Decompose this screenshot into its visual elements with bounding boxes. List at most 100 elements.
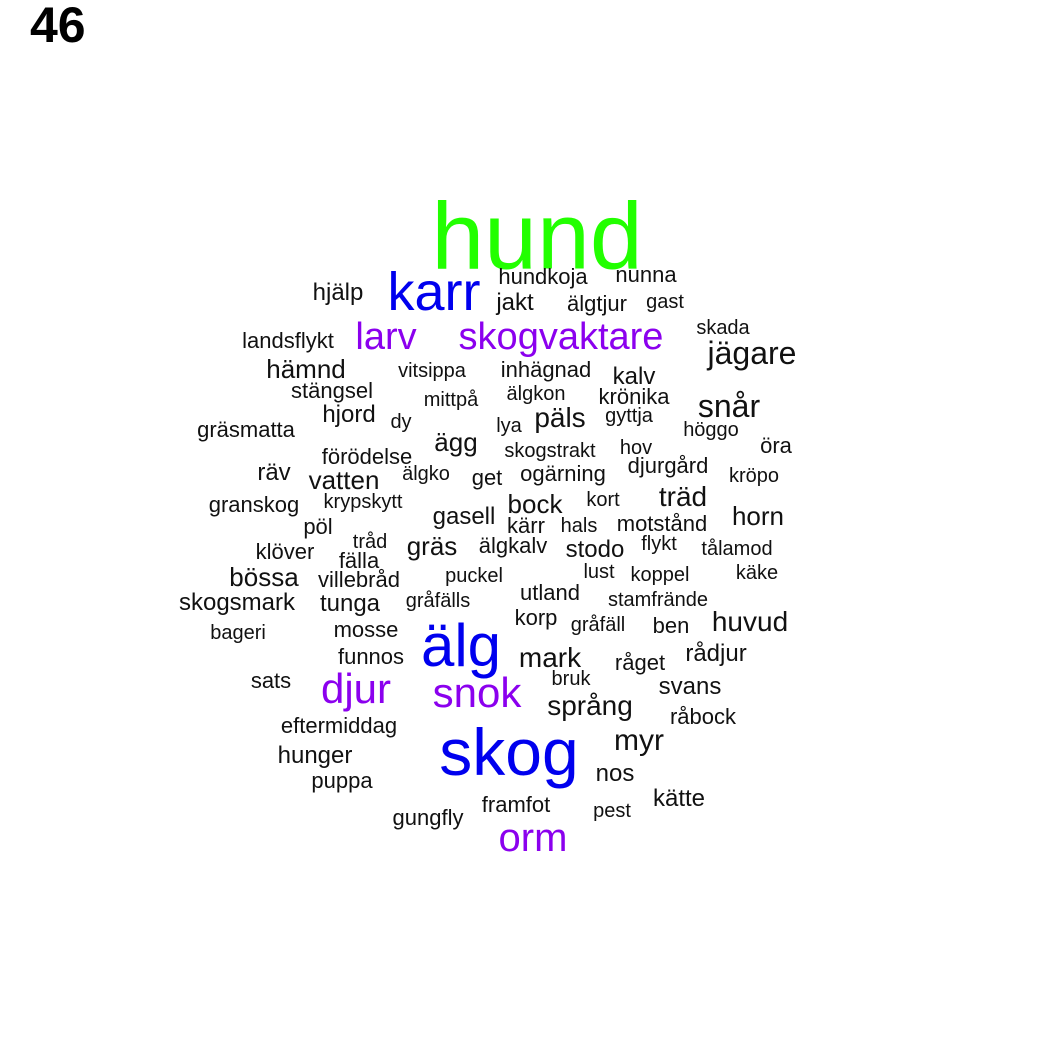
cloud-word: stodo xyxy=(565,536,625,563)
cloud-word: gräs xyxy=(406,531,458,561)
cloud-word: djurgård xyxy=(627,453,709,478)
cloud-word: kort xyxy=(586,489,620,511)
cloud-word: funnos xyxy=(337,644,405,669)
cloud-word: myr xyxy=(614,724,664,757)
cloud-word: nunna xyxy=(615,262,677,287)
cloud-word: eftermiddag xyxy=(280,713,398,738)
cloud-word: älgkalv xyxy=(478,533,548,558)
cloud-word: bock xyxy=(507,489,563,519)
cloud-word: räv xyxy=(257,459,291,486)
cloud-word: lya xyxy=(496,415,522,437)
cloud-word: inhägnad xyxy=(500,357,592,382)
cloud-word: älgtjur xyxy=(567,291,627,316)
cloud-word: mark xyxy=(518,642,582,673)
cloud-word: kalv xyxy=(612,363,656,390)
cloud-word: djur xyxy=(320,665,392,712)
cloud-word: träd xyxy=(658,481,708,512)
cloud-word: pöl xyxy=(303,514,333,539)
cloud-word: puppa xyxy=(311,768,373,793)
cloud-word: svans xyxy=(658,673,722,700)
cloud-word: käke xyxy=(735,562,779,584)
cloud-word: bössa xyxy=(229,562,299,592)
cloud-word: gungfly xyxy=(392,805,464,830)
cloud-word: huvud xyxy=(711,606,789,637)
cloud-word: larv xyxy=(355,316,417,358)
cloud-word: stängsel xyxy=(291,378,373,403)
cloud-word: orm xyxy=(498,816,568,860)
cloud-word: villebråd xyxy=(318,567,400,592)
cloud-word: bruk xyxy=(551,668,591,690)
cloud-word: hov xyxy=(619,437,653,459)
cloud-word: fälla xyxy=(338,548,380,573)
cloud-word: gasell xyxy=(432,503,496,530)
cloud-word: gyttja xyxy=(605,405,653,427)
cloud-word: rådjur xyxy=(685,640,747,667)
cloud-word: pest xyxy=(593,800,631,822)
cloud-word: karr xyxy=(387,262,481,322)
cloud-word: ben xyxy=(652,613,690,638)
cloud-word: hunger xyxy=(277,742,353,769)
cloud-word: hund xyxy=(431,183,643,290)
cloud-word: skogvaktare xyxy=(458,316,664,358)
cloud-word: tråd xyxy=(352,531,388,553)
cloud-word: krönika xyxy=(598,384,670,409)
cloud-word: gråfäll xyxy=(570,614,626,636)
cloud-word: get xyxy=(471,465,503,490)
cloud-word: korp xyxy=(514,605,558,630)
cloud-word: koppel xyxy=(630,564,690,586)
cloud-word: mosse xyxy=(333,617,399,642)
cloud-word: kärr xyxy=(507,513,545,538)
cloud-word: vatten xyxy=(308,465,380,495)
cloud-word: snår xyxy=(697,388,761,424)
cloud-word: hämnd xyxy=(266,354,346,384)
cloud-word: flykt xyxy=(641,533,677,555)
cloud-word: tunga xyxy=(319,590,381,617)
cloud-word: älgkon xyxy=(506,383,566,405)
cloud-word: mittpå xyxy=(423,389,479,411)
cloud-word: sats xyxy=(250,668,292,693)
cloud-word: ogärning xyxy=(520,461,606,486)
cloud-word: skogsmark xyxy=(178,589,296,616)
cloud-word: älgko xyxy=(402,463,450,485)
cloud-word: gråfälls xyxy=(405,590,471,612)
cloud-word: snok xyxy=(432,669,522,716)
cloud-word: granskog xyxy=(208,492,300,517)
cloud-word: kätte xyxy=(652,785,706,812)
cloud-word: hjälp xyxy=(312,279,364,306)
cloud-word: gast xyxy=(646,291,684,313)
cloud-word: nos xyxy=(595,760,635,787)
cloud-word: jakt xyxy=(496,289,534,316)
cloud-word: skada xyxy=(696,317,750,339)
cloud-word: hundkoja xyxy=(498,264,588,289)
cloud-word: tålamod xyxy=(701,538,773,560)
cloud-word: framfot xyxy=(481,792,551,817)
cloud-word: landsflykt xyxy=(242,328,334,353)
cloud-word: hals xyxy=(560,515,598,537)
cloud-word: förödelse xyxy=(321,444,413,469)
cloud-word: råbock xyxy=(669,704,737,729)
cloud-word: vitsippa xyxy=(398,360,466,382)
cloud-word: hjord xyxy=(322,401,376,428)
cloud-word: skog xyxy=(439,715,579,789)
cloud-word: päls xyxy=(534,402,586,433)
cloud-word: jägare xyxy=(707,335,797,371)
cloud-word: gräsmatta xyxy=(197,417,295,442)
cloud-word: språng xyxy=(547,690,633,721)
cloud-word: råget xyxy=(614,650,666,675)
cloud-word: höggo xyxy=(683,419,739,441)
cloud-word: dy xyxy=(390,411,412,433)
cloud-word: bageri xyxy=(210,622,266,644)
cloud-word: kröpo xyxy=(728,465,780,487)
cloud-word: horn xyxy=(731,501,785,531)
cloud-word: puckel xyxy=(445,565,503,587)
cloud-word: skogstrakt xyxy=(504,440,596,462)
cloud-word: ägg xyxy=(434,427,478,457)
cloud-word: stamfrände xyxy=(607,589,709,611)
page-number: 46 xyxy=(30,0,86,53)
cloud-word: motstånd xyxy=(616,511,708,536)
cloud-word: krypskytt xyxy=(323,491,403,513)
cloud-word: utland xyxy=(520,580,580,605)
cloud-word: öra xyxy=(760,433,792,458)
cloud-word: älg xyxy=(420,612,502,679)
